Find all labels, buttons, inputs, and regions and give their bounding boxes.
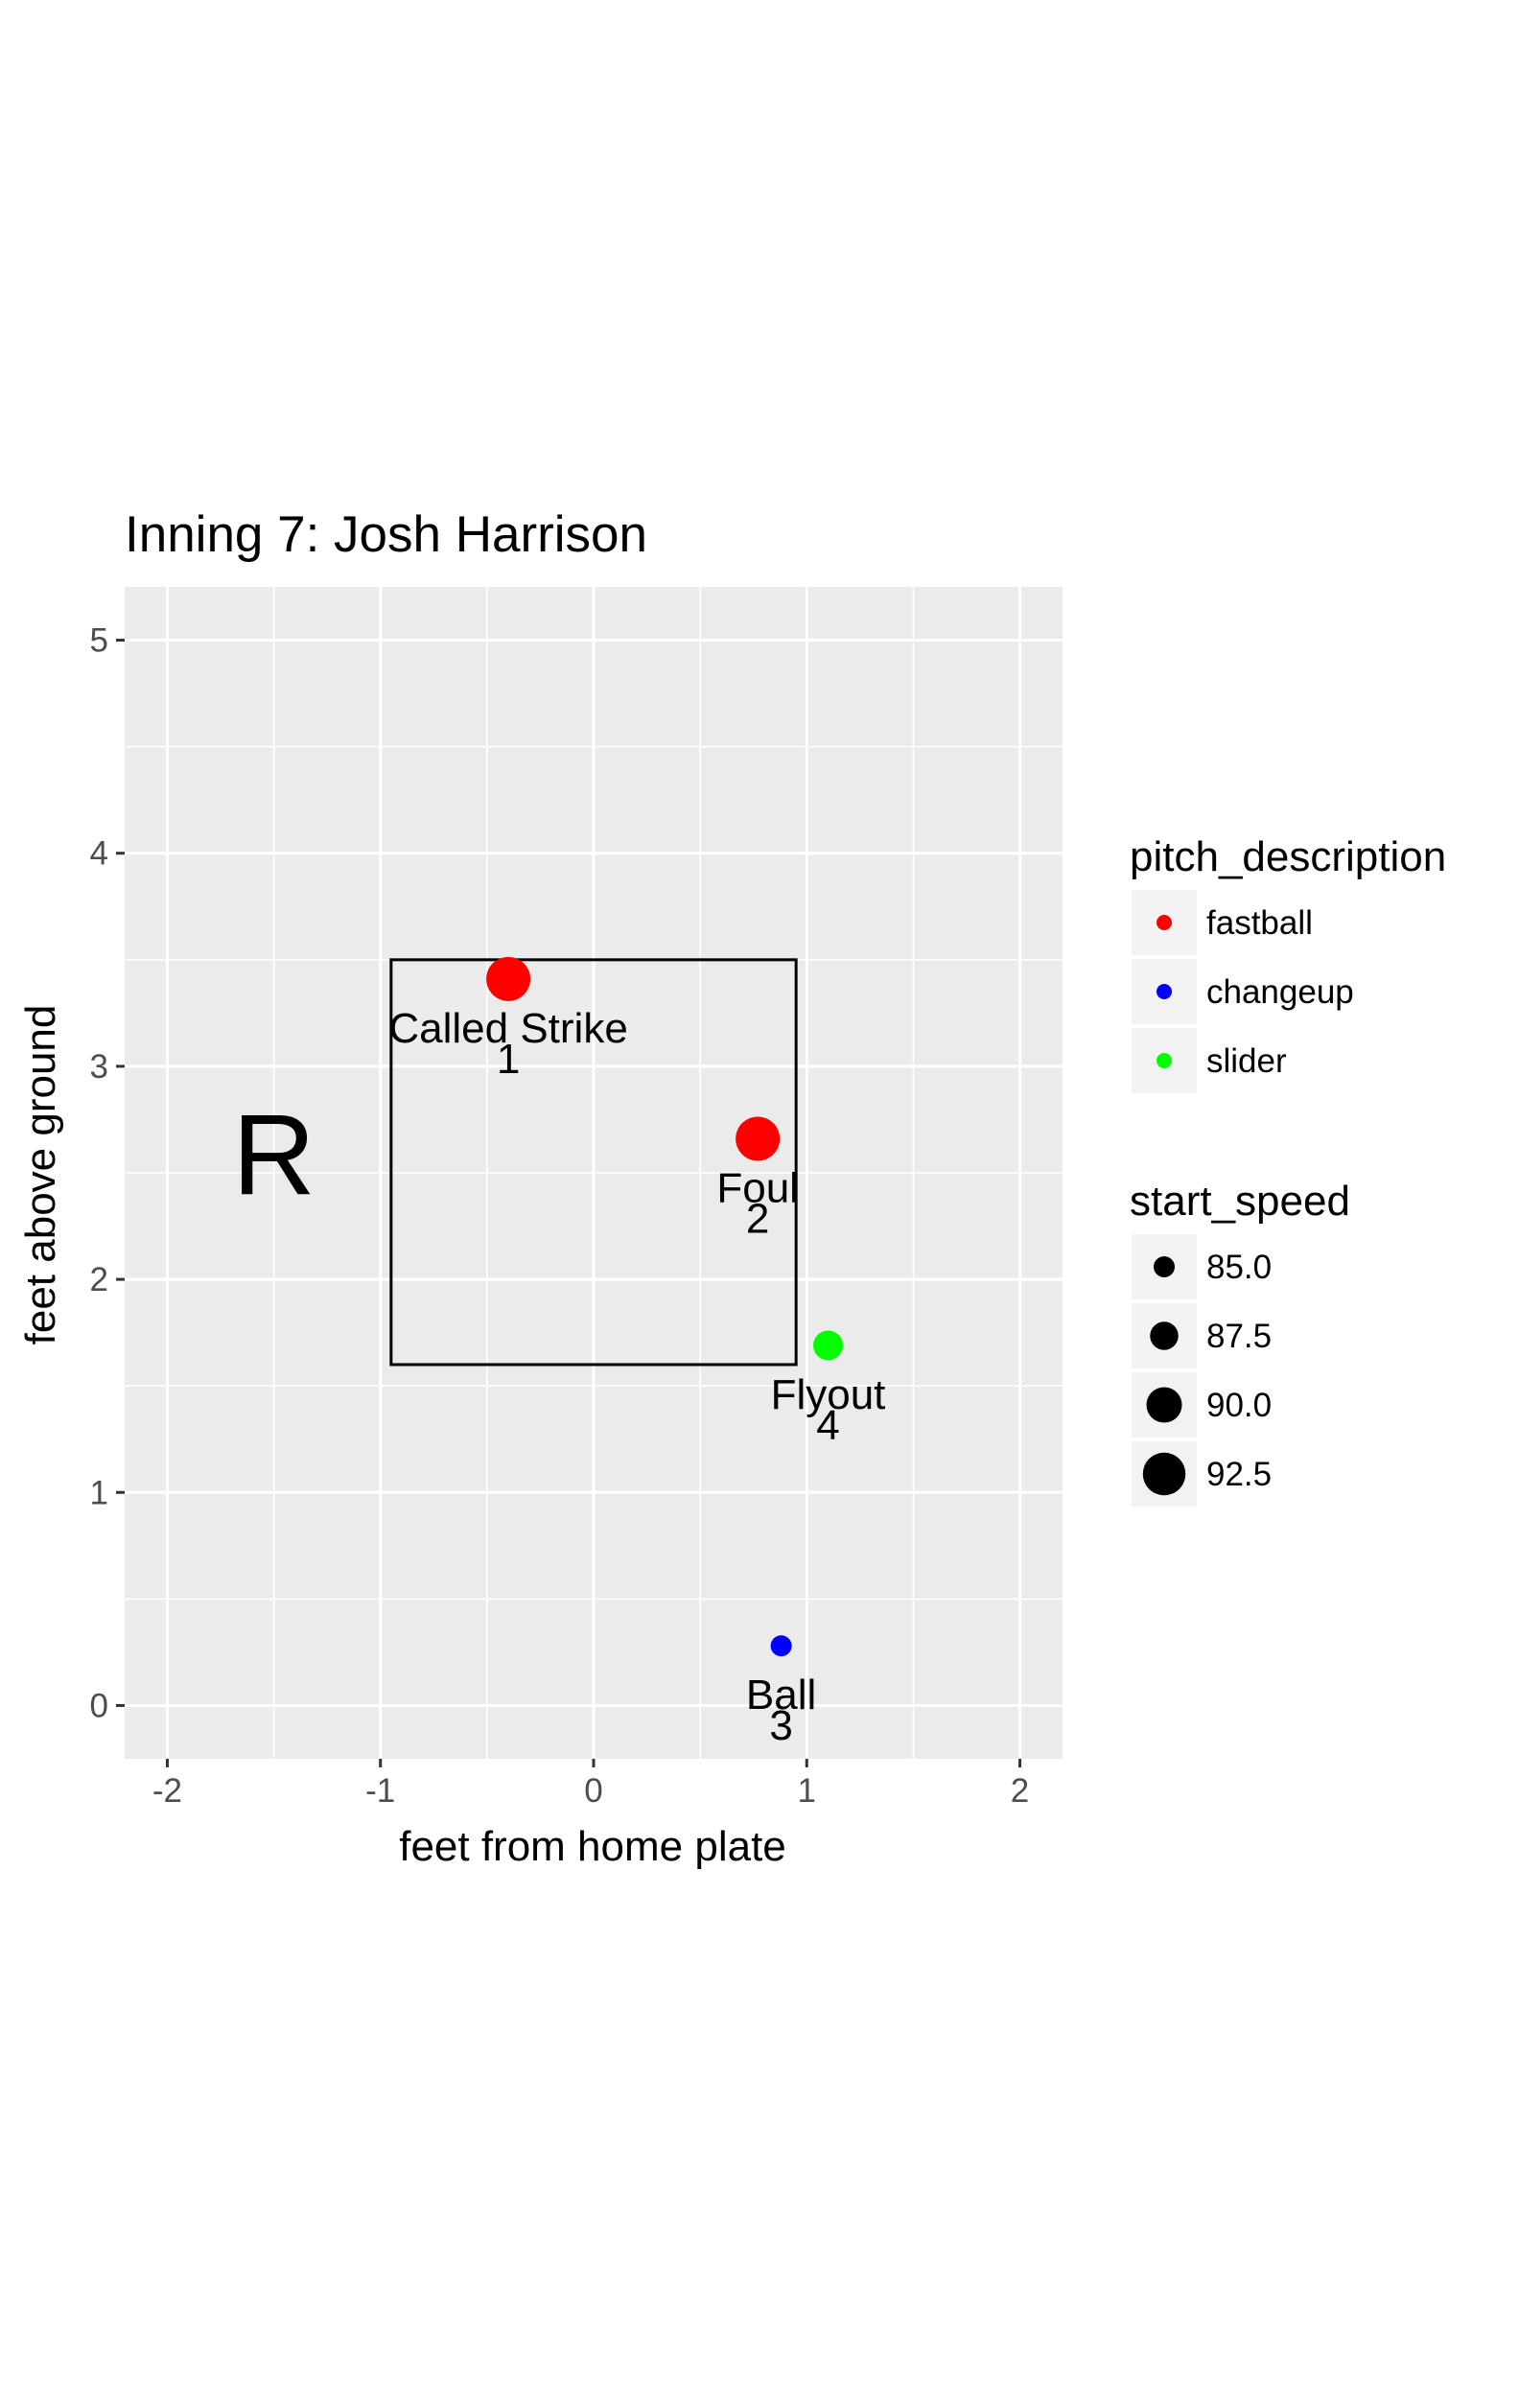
legend-size-label: 87.5 <box>1206 1318 1272 1355</box>
x-tick-label: 2 <box>1011 1772 1029 1810</box>
pitch-number-label-4: 4 <box>816 1402 839 1449</box>
legend-dot-changeup <box>1157 984 1172 999</box>
pitch-point-4 <box>813 1330 843 1361</box>
x-tick-label: -2 <box>152 1772 182 1810</box>
y-axis-title: feet above ground <box>17 1005 64 1345</box>
legend-pitch-description: pitch_description fastball changeup slider <box>1130 833 1446 1093</box>
pitch-description-label-1: Called Strike <box>388 1005 627 1052</box>
x-tick-label: 1 <box>798 1772 816 1810</box>
legend-dot-fastball <box>1157 915 1172 930</box>
pitch-point-2 <box>736 1116 781 1161</box>
chart-title: Inning 7: Josh Harrison <box>125 506 647 563</box>
legend-label-slider: slider <box>1206 1042 1287 1080</box>
strike-zone-box <box>389 958 798 1367</box>
x-tick-label: -1 <box>365 1772 395 1810</box>
legend-dot-slider <box>1157 1053 1172 1068</box>
y-tick-label: 2 <box>90 1261 108 1298</box>
y-tick-label: 0 <box>90 1687 108 1724</box>
y-axis: 0 1 2 3 4 5 <box>90 622 125 1724</box>
y-tick-label: 3 <box>90 1048 108 1086</box>
legend-title-pitch-description: pitch_description <box>1130 833 1446 880</box>
pitch-number-label-1: 1 <box>497 1036 520 1083</box>
batter-side-label: R <box>232 1090 315 1219</box>
pitch-description-label-4: Flyout <box>771 1371 886 1418</box>
x-axis: -2 -1 0 1 2 <box>152 1759 1029 1810</box>
y-tick-label: 1 <box>90 1474 108 1511</box>
x-tick-label: 0 <box>584 1772 602 1810</box>
pitch-number-label-3: 3 <box>769 1702 792 1749</box>
pitch-point-1 <box>486 956 531 1001</box>
legend-size-label: 92.5 <box>1206 1456 1272 1493</box>
legend-label-changeup: changeup <box>1206 973 1354 1011</box>
legend-size-dot <box>1150 1321 1179 1350</box>
pitch-description-label-3: Ball <box>746 1672 816 1718</box>
y-tick-label: 4 <box>90 835 108 873</box>
legend-start-speed: start_speed 85.0 87.5 90.0 92.5 <box>1130 1178 1350 1507</box>
x-axis-title: feet from home plate <box>399 1823 786 1870</box>
pitch-point-3 <box>770 1635 792 1657</box>
legend-size-label: 90.0 <box>1206 1387 1272 1424</box>
legend-size-dot <box>1142 1452 1186 1496</box>
legend-size-label: 85.0 <box>1206 1249 1272 1286</box>
legend-title-start-speed: start_speed <box>1130 1178 1350 1225</box>
legend-size-dot <box>1146 1387 1182 1423</box>
legend-size-dot <box>1154 1256 1175 1277</box>
pitch-number-label-2: 2 <box>746 1195 769 1242</box>
y-tick-label: 5 <box>90 622 108 660</box>
legend-label-fastball: fastball <box>1206 904 1313 942</box>
pitch-description-label-2: Foul <box>716 1164 799 1211</box>
